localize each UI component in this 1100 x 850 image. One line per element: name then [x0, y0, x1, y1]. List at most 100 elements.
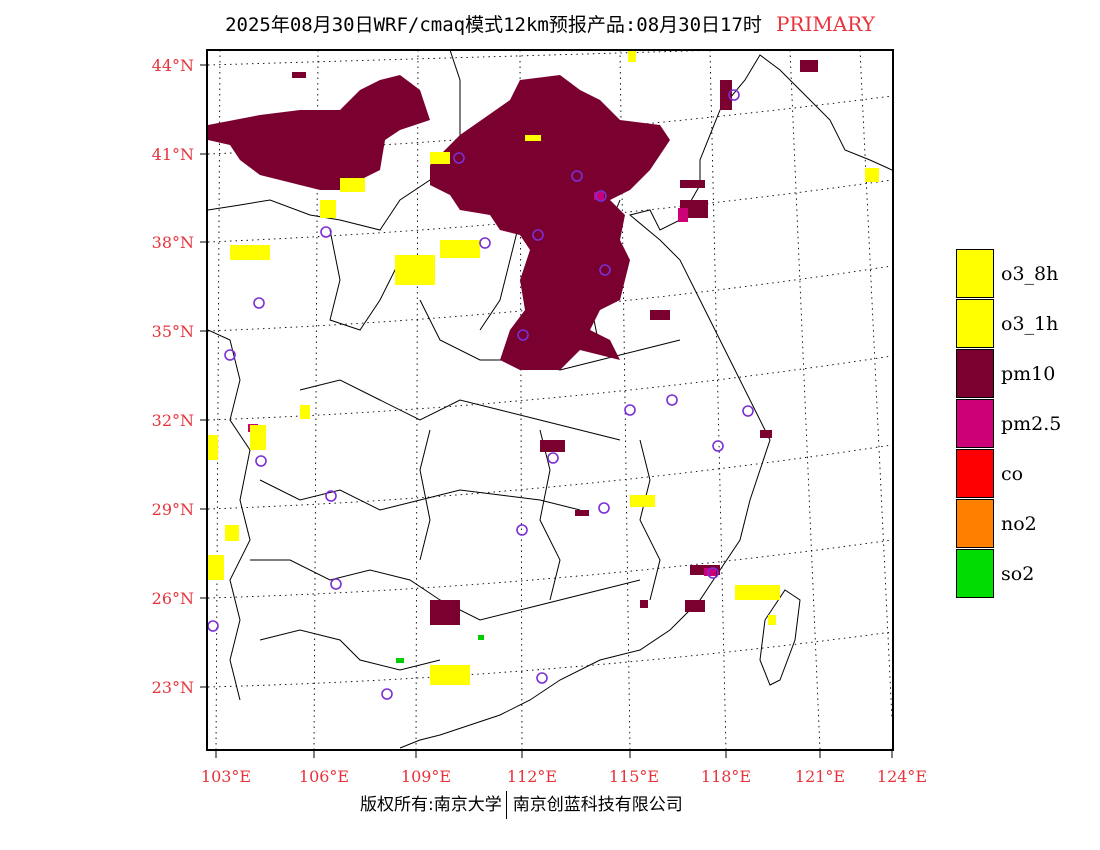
parallel-26n: [208, 539, 892, 599]
border-inner-9: [539, 429, 561, 601]
o3-spot-16: [300, 405, 310, 419]
lat-labels: 44°N 41°N 38°N 35°N 32°N 29°N 26°N 23°N: [152, 56, 194, 697]
lon-label-115e: 115°E: [609, 767, 659, 786]
map-content: [208, 51, 892, 749]
station-marker: [598, 502, 610, 514]
pm10-spot-4: [430, 600, 460, 625]
o3-spot-13: [225, 525, 239, 541]
coastline: [399, 54, 892, 749]
legend-swatch: [956, 249, 994, 298]
copyright-right: 南京创蓝科技有限公司: [512, 795, 683, 815]
lon-ticks: [215, 750, 893, 758]
lat-label-41n: 41°N: [152, 145, 194, 164]
parallel-38n: [208, 179, 892, 243]
meridian-124e: [859, 51, 892, 721]
o3-spot-15: [250, 425, 266, 450]
o3-regions: [208, 51, 879, 685]
copyright-footer: 版权所有:南京大学 南京创蓝科技有限公司: [360, 790, 683, 820]
footer-separator: [505, 791, 507, 819]
border-west: [208, 329, 251, 701]
meridian-121e: [789, 51, 821, 749]
legend-item-pm10: pm10: [956, 349, 1074, 399]
pm10-spot-9: [680, 180, 705, 188]
o3-spot-17: [768, 615, 776, 625]
o3-spot-1: [628, 51, 636, 62]
pm10-spot-12: [575, 510, 589, 516]
legend-swatch: [956, 549, 994, 598]
legend-item-o3-1h: o3_1h: [956, 299, 1074, 349]
legend-swatch: [956, 349, 994, 398]
taiwan-outline: [759, 589, 801, 686]
o3-spot-10: [430, 665, 470, 685]
parallel-44n: [208, 51, 703, 66]
parallel-29n: [208, 444, 892, 510]
o3-spot-18: [525, 135, 541, 141]
o3-spot-12: [208, 555, 224, 580]
copyright-left: 版权所有:南京大学: [360, 795, 502, 815]
o3-spot-9: [865, 168, 879, 182]
legend-label: o3_8h: [1001, 263, 1059, 285]
border-inner-4: [259, 479, 581, 511]
lat-label-23n: 23°N: [152, 678, 194, 697]
station-marker: [595, 190, 607, 202]
station-marker: [224, 349, 236, 361]
title-text: 2025年08月30日WRF/cmaq模式12km预报产品:08月30日17时: [225, 14, 762, 36]
border-north: [208, 51, 461, 231]
station-marker: [599, 264, 611, 276]
o3-spot-5: [320, 200, 336, 218]
legend-label: pm10: [1001, 363, 1056, 385]
border-southwest: [259, 629, 441, 671]
border-inner-6: [479, 219, 521, 331]
map-title: 2025年08月30日WRF/cmaq模式12km预报产品:08月30日17时 P…: [0, 10, 1100, 44]
station-marker: [666, 394, 678, 406]
legend-label: o3_1h: [1001, 313, 1059, 335]
pm25-spot-3: [704, 568, 716, 576]
lon-label-121e: 121°E: [795, 767, 845, 786]
o3-spot-7: [430, 152, 450, 164]
pollutant-legend: o3_8h o3_1h pm10 pm2.5 co no2 so2: [956, 249, 1074, 599]
lon-label-112e: 112°E: [507, 767, 557, 786]
pm10-spot-6: [685, 600, 705, 612]
lat-label-29n: 29°N: [152, 500, 194, 519]
legend-swatch: [956, 399, 994, 448]
o3-spot-4: [440, 240, 480, 258]
o3-spot-3: [395, 255, 435, 285]
so2-spot-2: [478, 635, 484, 640]
border-inner-3: [299, 379, 621, 441]
o3-spot-14: [630, 495, 655, 507]
border-inner-1: [329, 229, 401, 331]
station-marker: [624, 404, 636, 416]
pm10-region-north: [430, 75, 670, 370]
pm10-spot-7: [800, 60, 818, 72]
legend-label: co: [1001, 463, 1024, 485]
legend-label: no2: [1001, 513, 1037, 535]
station-marker: [516, 524, 528, 536]
legend-label: so2: [1001, 563, 1035, 585]
legend-swatch: [956, 449, 994, 498]
station-marker: [571, 170, 583, 182]
border-inner-10: [639, 439, 661, 601]
pm10-regions: [208, 60, 818, 625]
legend-item-pm25: pm2.5: [956, 399, 1074, 449]
station-marker: [330, 578, 342, 590]
lat-label-38n: 38°N: [152, 233, 194, 252]
legend-item-o3-8h: o3_8h: [956, 249, 1074, 299]
lon-label-103e: 103°E: [201, 767, 251, 786]
station-marker: [707, 567, 719, 579]
pm10-region-inner-mongolia: [208, 75, 430, 190]
pm25-regions: [248, 192, 716, 576]
o3-spot-6: [230, 245, 270, 260]
lon-label-106e: 106°E: [299, 767, 349, 786]
lon-label-118e: 118°E: [701, 767, 751, 786]
lat-label-32n: 32°N: [152, 411, 194, 430]
lon-labels: 103°E 106°E 109°E 112°E 115°E 118°E 121°…: [201, 767, 927, 786]
so2-regions: [396, 635, 484, 663]
station-marker: [320, 226, 332, 238]
primary-tag: PRIMARY: [775, 12, 875, 36]
station-marker: [381, 688, 393, 700]
so2-spot-1: [396, 658, 404, 663]
station-marker: [253, 297, 265, 309]
station-markers: [208, 89, 754, 700]
meridian-109e: [415, 51, 419, 749]
legend-swatch: [956, 499, 994, 548]
